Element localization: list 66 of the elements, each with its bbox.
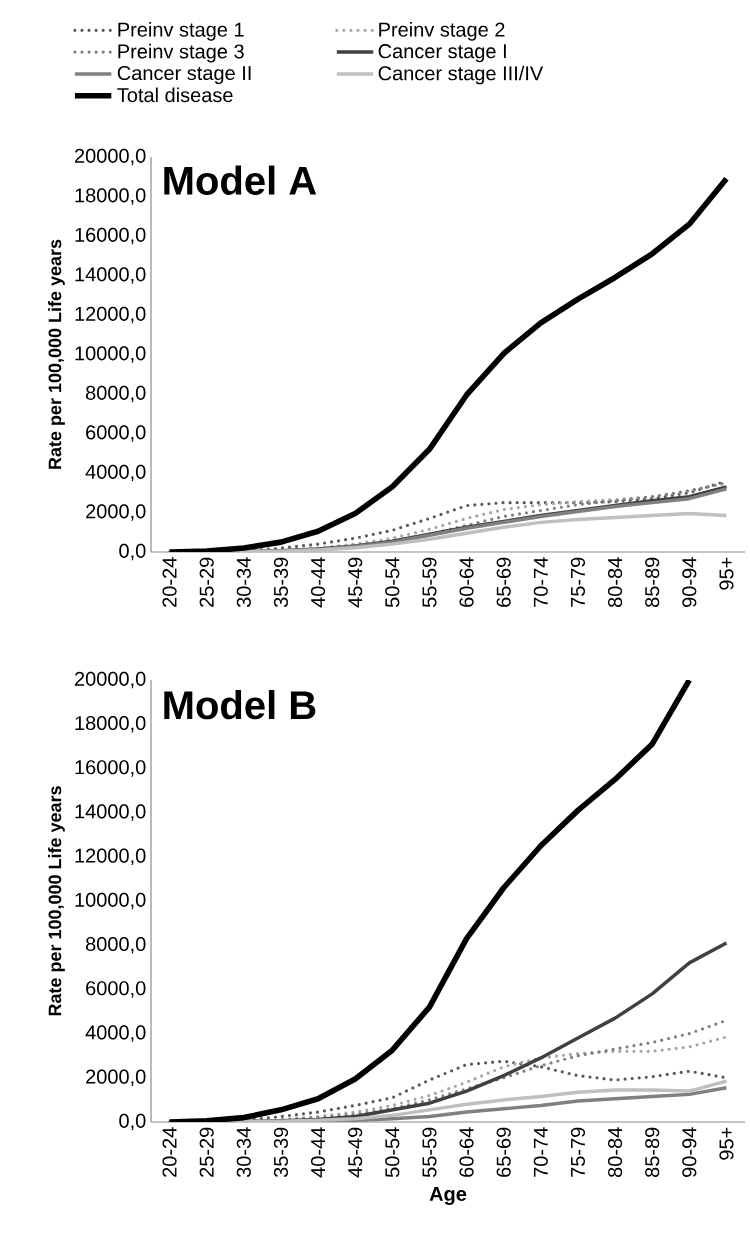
y-axis-title: Rate per 100,000 Life years [48, 239, 65, 469]
legend-label: Cancer stage I [378, 44, 506, 63]
x-tick-label: 20-24 [162, 1127, 177, 1177]
y-tick-label: 6000,0 [86, 981, 146, 998]
legend-label: Preinv stage 3 [118, 43, 244, 63]
x-tick-label: 80-84 [607, 1127, 623, 1177]
x-tick-label: 60-64 [459, 1127, 474, 1177]
y-tick-label: 12000,0 [75, 848, 146, 866]
x-tick-label: 45-49 [348, 557, 363, 608]
x-axis-title: Age [429, 1187, 467, 1206]
x-tick-label: 25-29 [199, 557, 214, 607]
y-tick-label: 12000,0 [75, 306, 146, 324]
y-tick-label: 10000,0 [75, 346, 146, 363]
x-tick-label: 95+ [719, 1127, 734, 1160]
y-tick-label: 16000,0 [75, 227, 146, 245]
y-tick-label: 8000,0 [85, 385, 146, 403]
x-tick-label: 85-89 [645, 1127, 660, 1177]
x-tick-label: 35-39 [273, 1127, 289, 1178]
chart-title: Model A [164, 165, 317, 195]
y-tick-label: 4000,0 [85, 1025, 146, 1042]
legend-label: Cancer stage III/IV [378, 65, 544, 85]
x-tick-label: 75-79 [570, 557, 586, 607]
x-tick-label: 40-44 [310, 1127, 326, 1178]
y-tick-label: 14000,0 [75, 804, 146, 821]
y-tick-label: 2000,0 [86, 504, 146, 521]
y-tick-label: 6000,0 [86, 425, 146, 442]
legend-label: Preinv stage 1 [118, 22, 244, 41]
x-tick-label: 20-24 [162, 557, 177, 607]
y-tick-label: 0,0 [119, 1113, 146, 1131]
y-tick-label: 8000,0 [85, 936, 146, 954]
x-tick-label: 55-59 [422, 1127, 437, 1178]
x-tick-label: 70-74 [533, 1127, 548, 1177]
y-tick-label: 18000,0 [75, 188, 146, 205]
x-tick-label: 30-34 [236, 557, 251, 608]
x-tick-label: 25-29 [199, 1127, 214, 1177]
x-tick-label: 90-94 [682, 1127, 697, 1177]
y-tick-label: 16000,0 [75, 760, 146, 777]
y-tick-label: 10000,0 [75, 892, 146, 910]
y-tick-label: 0,0 [119, 543, 146, 561]
x-tick-label: 30-34 [236, 1127, 251, 1178]
y-tick-label: 18000,0 [75, 715, 146, 733]
y-tick-label: 20000,0 [75, 671, 146, 689]
x-tick-label: 95+ [719, 557, 734, 590]
legend-label: Total disease [117, 87, 233, 103]
x-tick-label: 50-54 [385, 557, 400, 608]
x-tick-label: 40-44 [310, 557, 326, 608]
x-tick-label: 35-39 [273, 557, 289, 608]
legend-label: Cancer stage II [117, 65, 251, 85]
x-tick-label: 60-64 [459, 557, 474, 607]
legend-label: Preinv stage 2 [379, 22, 505, 41]
x-tick-label: 90-94 [682, 557, 697, 607]
y-tick-label: 4000,0 [85, 464, 146, 482]
x-tick-label: 50-54 [385, 1127, 400, 1178]
x-tick-label: 75-79 [570, 1127, 586, 1177]
x-tick-label: 70-74 [533, 557, 548, 607]
x-tick-label: 65-69 [496, 1127, 511, 1177]
x-tick-label: 80-84 [607, 557, 623, 607]
y-tick-label: 2000,0 [86, 1069, 146, 1087]
y-axis-title: Rate per 100,000 Life years [48, 786, 65, 1016]
x-tick-label: 65-69 [496, 557, 511, 607]
x-tick-label: 45-49 [348, 1127, 363, 1178]
y-tick-label: 14000,0 [75, 267, 146, 284]
x-tick-label: 85-89 [645, 557, 660, 607]
x-tick-label: 55-59 [422, 557, 437, 608]
chart-title: Model B [164, 689, 316, 720]
y-tick-label: 20000,0 [75, 148, 146, 166]
